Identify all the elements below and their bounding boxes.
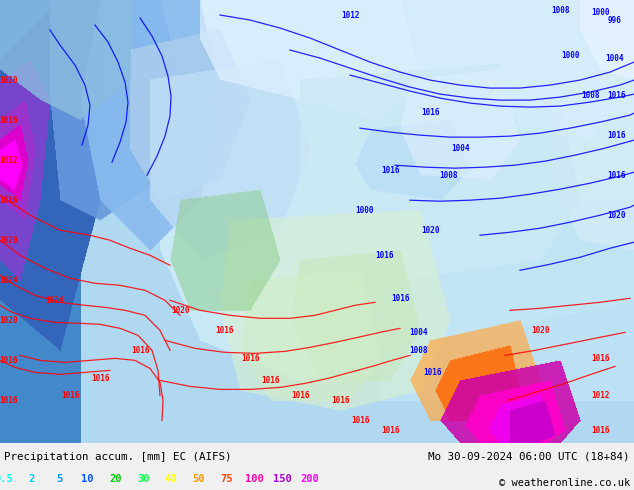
Text: 996: 996 [608, 16, 622, 24]
Text: 20: 20 [109, 474, 122, 485]
Text: Precipitation accum. [mm] EC (AIFS): Precipitation accum. [mm] EC (AIFS) [4, 452, 231, 462]
Text: 1020: 1020 [0, 316, 17, 325]
Text: 150: 150 [273, 474, 292, 485]
Text: 1016: 1016 [591, 354, 609, 363]
Text: 1016: 1016 [61, 391, 79, 400]
Text: 1016: 1016 [241, 354, 259, 363]
Text: 1020: 1020 [171, 306, 190, 315]
Text: 1016: 1016 [608, 171, 626, 180]
Text: 1004: 1004 [605, 53, 624, 63]
Text: 1016: 1016 [131, 346, 149, 355]
Text: 1020: 1020 [608, 211, 626, 220]
Text: 2: 2 [29, 474, 35, 485]
Text: 1004: 1004 [451, 144, 469, 153]
Text: 40: 40 [165, 474, 177, 485]
Text: 75: 75 [220, 474, 233, 485]
Text: 1016: 1016 [0, 356, 17, 365]
Text: 200: 200 [301, 474, 320, 485]
Text: 1016: 1016 [91, 374, 109, 383]
Text: 1016: 1016 [331, 396, 349, 405]
Text: 1016: 1016 [391, 294, 410, 303]
Text: 1020: 1020 [531, 326, 549, 335]
Text: 1012: 1012 [591, 391, 609, 400]
Text: 1016: 1016 [216, 326, 234, 335]
Text: 1016: 1016 [381, 166, 399, 174]
Text: 1000: 1000 [560, 50, 579, 60]
Text: 5: 5 [56, 474, 63, 485]
Text: 1008: 1008 [439, 171, 457, 180]
Text: 1016: 1016 [291, 391, 309, 400]
Text: 1016: 1016 [381, 426, 399, 435]
Text: 1008: 1008 [409, 346, 427, 355]
Text: 10: 10 [81, 474, 94, 485]
Text: 1016: 1016 [0, 196, 17, 205]
Text: 1016: 1016 [591, 426, 609, 435]
Text: 0.5: 0.5 [0, 474, 13, 485]
Text: 1000: 1000 [591, 7, 609, 17]
Text: 1024: 1024 [0, 276, 17, 285]
Text: 1016: 1016 [261, 376, 279, 385]
Text: 1012: 1012 [340, 10, 359, 20]
Text: 1020: 1020 [0, 75, 17, 85]
Text: 30: 30 [137, 474, 150, 485]
Text: 50: 50 [193, 474, 205, 485]
Text: 1004: 1004 [409, 328, 427, 337]
Text: 1016: 1016 [351, 416, 369, 425]
Text: 1020: 1020 [0, 236, 17, 245]
Text: 1016: 1016 [0, 396, 17, 405]
Text: 1016: 1016 [608, 91, 626, 99]
Text: 1008: 1008 [551, 5, 569, 15]
Text: 1020: 1020 [421, 226, 439, 235]
Text: 100: 100 [245, 474, 264, 485]
Text: 1016: 1016 [376, 251, 394, 260]
Text: Mo 30-09-2024 06:00 UTC (18+84): Mo 30-09-2024 06:00 UTC (18+84) [429, 452, 630, 462]
Text: 1012: 1012 [0, 156, 17, 165]
Text: 1016: 1016 [423, 368, 441, 377]
Text: 1016: 1016 [0, 116, 17, 124]
Text: 1008: 1008 [581, 91, 599, 99]
Text: 1016: 1016 [608, 131, 626, 140]
Text: © weatheronline.co.uk: © weatheronline.co.uk [499, 478, 630, 488]
Text: 1024: 1024 [46, 296, 64, 305]
Text: 1000: 1000 [356, 206, 374, 215]
Text: 1016: 1016 [421, 108, 439, 117]
